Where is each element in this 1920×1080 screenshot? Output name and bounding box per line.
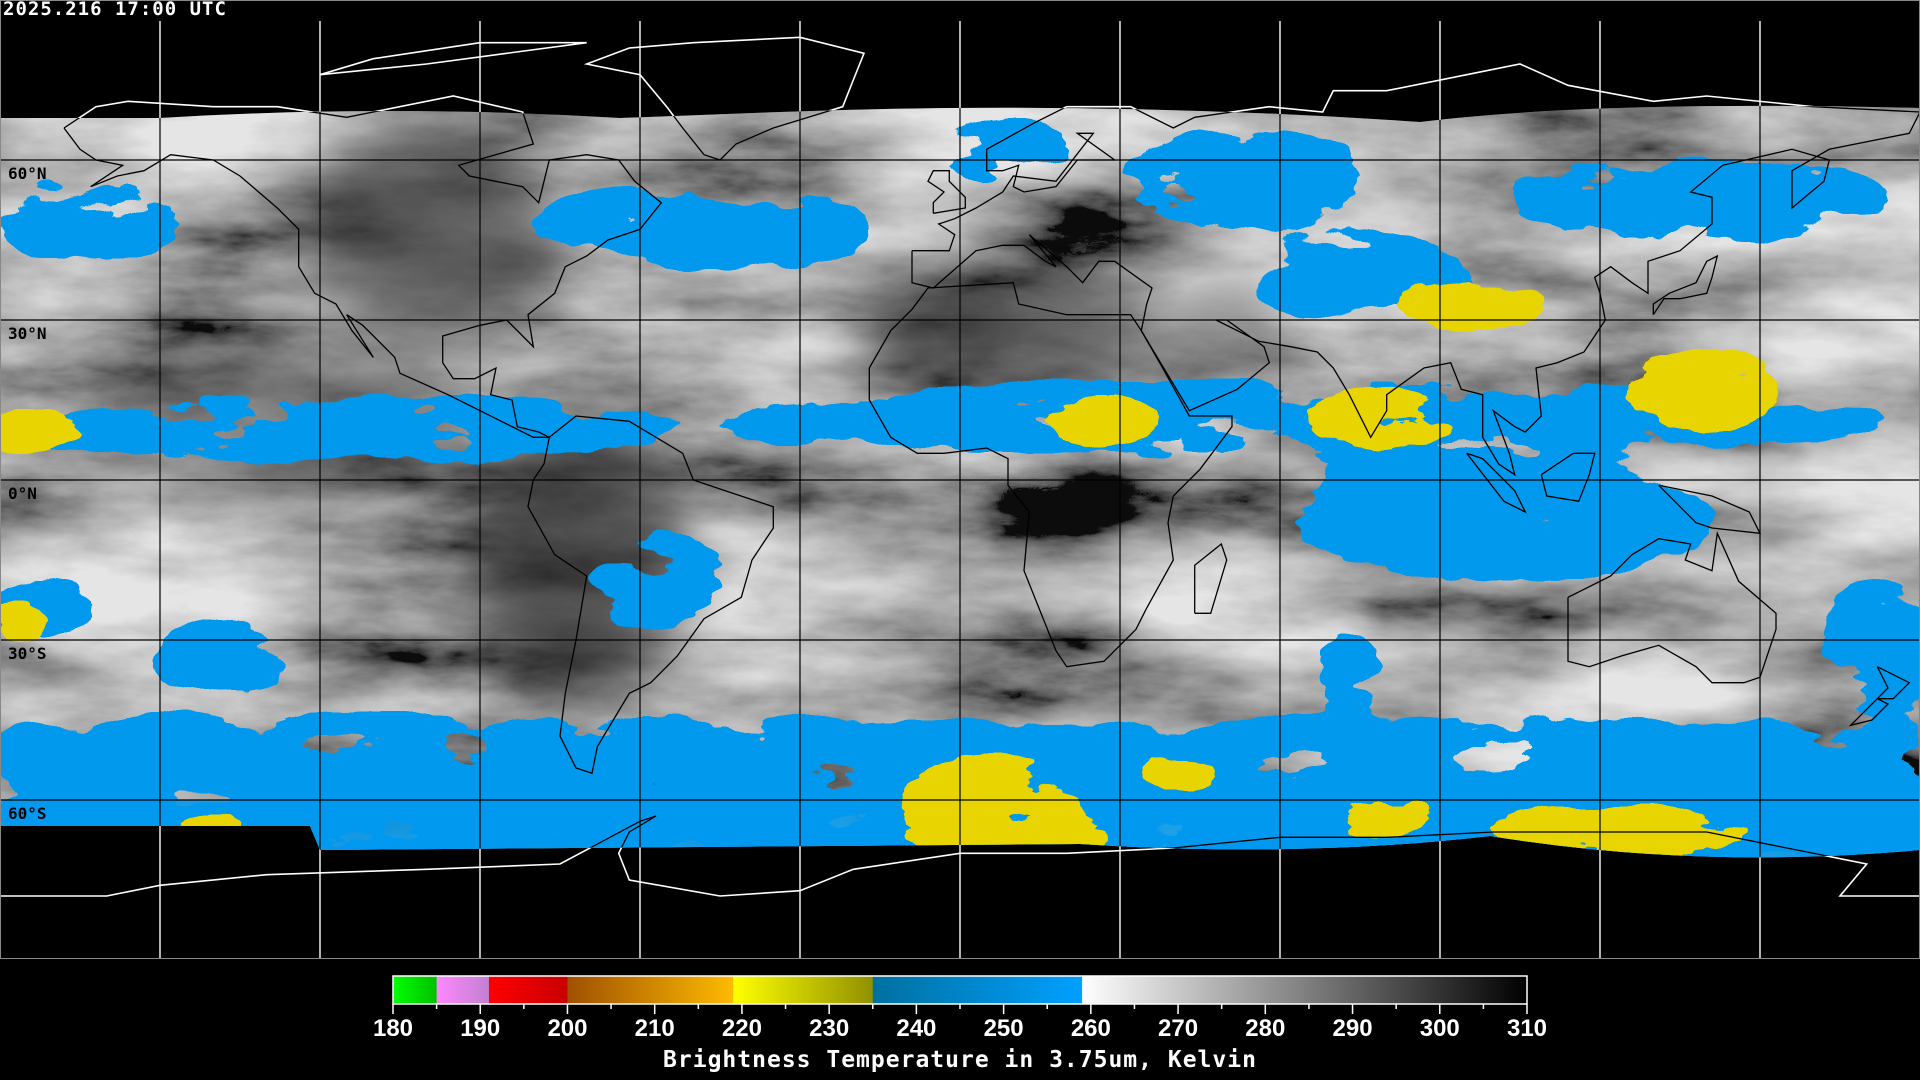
coastline-greenland — [584, 105, 865, 161]
colorbar-tick-label: 290 — [1333, 1015, 1373, 1042]
colorbar-tick-label: 280 — [1245, 1015, 1285, 1042]
satellite-map — [0, 0, 1920, 960]
coastline-new-zealand-south — [1848, 698, 1890, 727]
colorbar-segment — [1082, 976, 1528, 1004]
colorbar-segment — [733, 976, 874, 1004]
colorbar-segment — [393, 976, 438, 1004]
coastline-sumatra — [1466, 452, 1527, 514]
colorbar-tick-label: 260 — [1071, 1015, 1111, 1042]
colorbar-segment — [872, 976, 1083, 1004]
lat-label-60n: 60°N — [8, 164, 47, 183]
colorbar-tick-label: 200 — [547, 1015, 587, 1042]
colorbar-segment — [436, 976, 490, 1004]
colorbar-tick-label: 210 — [635, 1015, 675, 1042]
coastline-borneo — [1540, 452, 1596, 503]
colorbar-tick-label: 230 — [809, 1015, 849, 1042]
lat-label-30s: 30°S — [8, 644, 47, 663]
coastline-arctic-islands — [319, 41, 587, 76]
coastline-japan — [1652, 254, 1719, 316]
coastline-north-america — [63, 105, 663, 438]
coastline-madagascar — [1194, 542, 1228, 614]
colorbar-segment — [567, 976, 734, 1004]
lat-label-30n: 30°N — [8, 324, 47, 343]
coastline-new-zealand-north — [1875, 666, 1911, 700]
timestamp: 2025.216 17:00 UTC — [3, 0, 227, 20]
graticule — [0, 105, 1920, 858]
colorbar-title: Brightness Temperature in 3.75um, Kelvin — [663, 1047, 1257, 1073]
colorbar-tick-label: 310 — [1507, 1015, 1547, 1042]
colorbar: 180 190 200 210 220 230 240 250 260 270 280 290 300 3… — [373, 975, 1547, 1042]
warm-land-shading — [100, 120, 1290, 710]
coastline-eurasia — [911, 105, 1920, 477]
colorbar-segment — [488, 976, 568, 1004]
lat-label-0: 0°N — [8, 484, 37, 503]
colorbar-tick-label: 250 — [984, 1015, 1024, 1042]
colorbar-ticks — [392, 1004, 1528, 1014]
colorbar-tick-label: 240 — [896, 1015, 936, 1042]
coastline-south-america — [527, 415, 774, 775]
colorbar-segments — [393, 976, 1528, 1004]
coastline-britain — [927, 170, 966, 214]
coastlines — [0, 105, 1920, 858]
coastline-africa — [868, 282, 1233, 668]
colorbar-tick-label: 270 — [1158, 1015, 1198, 1042]
colorbar-tick-label: 180 — [373, 1015, 413, 1042]
coastline-australia — [1567, 530, 1777, 684]
lat-label-60s: 60°S — [8, 804, 47, 823]
coastline-antarctica — [0, 815, 1920, 858]
colorbar-tick-labels: 180 190 200 210 220 230 240 250 260 270 280 290 300 3… — [373, 1015, 1547, 1042]
colorbar-tick-label: 300 — [1420, 1015, 1460, 1042]
colorbar-tick-label: 220 — [722, 1015, 762, 1042]
colorbar-tick-label: 190 — [460, 1015, 500, 1042]
